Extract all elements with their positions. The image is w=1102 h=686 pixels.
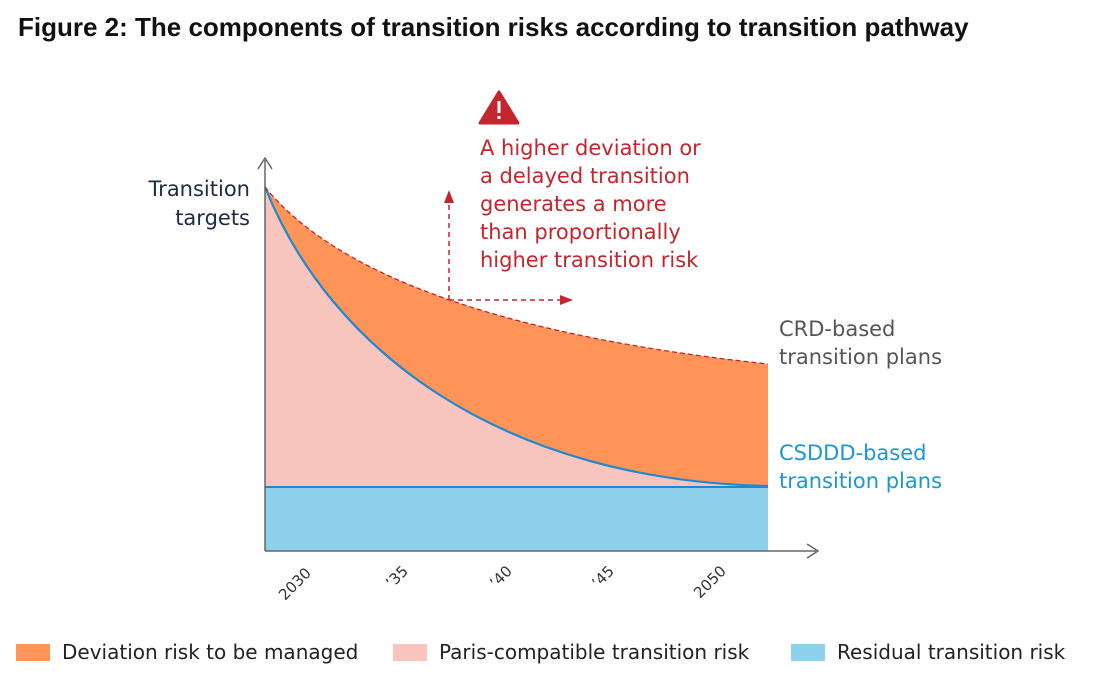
csddd-label-line-2: transition plans — [779, 469, 942, 493]
legend-swatch — [393, 643, 427, 661]
annotation-line-2: a delayed transition — [480, 164, 690, 188]
annotation-line-3: generates a more — [480, 192, 667, 216]
x-axis-arrowhead — [806, 543, 820, 559]
legend-swatch — [16, 643, 50, 661]
legend-label: Paris-compatible transition risk — [439, 640, 750, 664]
arrowhead-right — [560, 295, 573, 305]
deviation-risk-area — [265, 187, 768, 486]
legend-item-deviation: Deviation risk to be managed — [16, 640, 358, 664]
x-tick-label: ’45 — [588, 562, 618, 592]
y-axis-label-line-1: Transition — [147, 177, 250, 201]
arrowhead-up — [444, 190, 454, 203]
x-tick-label: 2030 — [275, 564, 315, 604]
x-tick-label: ’40 — [486, 562, 516, 592]
csddd-label-line-1: CSDDD-based — [779, 441, 926, 465]
x-tick-label: 2050 — [690, 562, 730, 602]
annotation-line-5: higher transition risk — [480, 248, 699, 272]
legend-item-residual: Residual transition risk — [791, 640, 1065, 664]
legend-label: Deviation risk to be managed — [62, 640, 359, 664]
figure-title: Figure 2: The components of transition r… — [18, 12, 969, 42]
y-axis-label-line-2: targets — [175, 206, 250, 230]
crd-label-line-1: CRD-based — [779, 317, 895, 341]
csddd-pathway-line — [263, 186, 769, 488]
x-tick-label: ’35 — [382, 562, 412, 592]
residual-risk-area — [265, 487, 768, 551]
legend-swatch — [791, 643, 825, 661]
y-axis-arrowhead — [257, 156, 273, 170]
crd-pathway-line — [264, 186, 769, 365]
warning-triangle-icon — [478, 90, 520, 125]
paris-compatible-risk-area — [265, 187, 768, 487]
legend-item-paris: Paris-compatible transition risk — [393, 640, 749, 664]
annotation-line-1: A higher deviation or — [480, 136, 701, 160]
legend-label: Residual transition risk — [837, 640, 1066, 664]
transition-risk-diagram: Transition targets 2030 ’35 ’40 ’45 2050… — [147, 90, 942, 604]
crd-label-line-2: transition plans — [779, 345, 942, 369]
legend: Deviation risk to be managed Paris-compa… — [0, 640, 1102, 670]
annotation-line-4: than proportionally — [480, 220, 681, 244]
